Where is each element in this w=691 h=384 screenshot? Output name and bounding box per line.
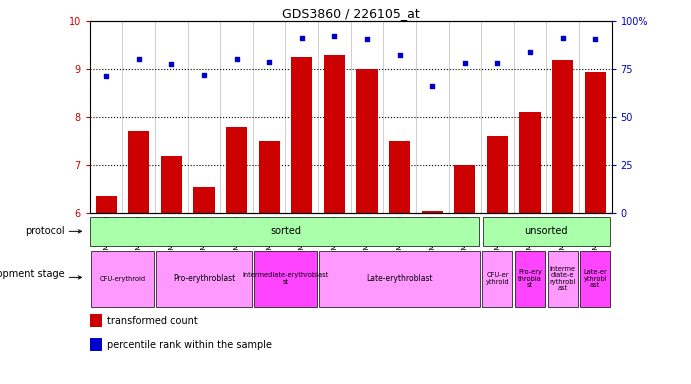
Bar [90, 338, 102, 351]
Text: Pro-erythroblast: Pro-erythroblast [173, 274, 235, 283]
Bar [324, 55, 345, 213]
Point [296, 35, 307, 41]
Text: transformed count: transformed count [107, 316, 198, 326]
Text: Pro-ery
throbla
st: Pro-ery throbla st [518, 269, 542, 288]
Bar [422, 211, 443, 213]
Bar [90, 217, 480, 246]
Point [361, 36, 372, 42]
Point [394, 51, 405, 58]
Text: CFU-erythroid: CFU-erythroid [100, 276, 146, 281]
Bar [156, 251, 252, 306]
Point [101, 73, 112, 79]
Bar [128, 131, 149, 213]
Text: Intermediate-erythroblast
st: Intermediate-erythroblast st [243, 272, 329, 285]
Point [557, 35, 568, 41]
Text: CFU-er
ythroid: CFU-er ythroid [486, 272, 509, 285]
Point [166, 61, 177, 68]
Bar [389, 141, 410, 213]
Text: sorted: sorted [270, 226, 301, 236]
Text: development stage: development stage [0, 269, 65, 279]
Point [198, 72, 209, 78]
Bar [319, 251, 480, 306]
Text: protocol: protocol [25, 226, 65, 236]
Bar [95, 196, 117, 213]
Bar [548, 251, 578, 306]
Bar [291, 57, 312, 213]
Bar [483, 217, 610, 246]
Bar [258, 141, 280, 213]
Point [329, 33, 340, 40]
Bar [482, 251, 513, 306]
Point [492, 60, 503, 66]
Point [460, 60, 471, 66]
Title: GDS3860 / 226105_at: GDS3860 / 226105_at [282, 7, 419, 20]
Bar [580, 251, 610, 306]
Bar [515, 251, 545, 306]
Bar [552, 60, 574, 213]
Text: percentile rank within the sample: percentile rank within the sample [107, 340, 272, 350]
Bar [585, 71, 606, 213]
Bar [161, 156, 182, 213]
Point [231, 55, 242, 61]
Point [133, 55, 144, 61]
Text: Late-er
ythrobl
ast: Late-er ythrobl ast [583, 269, 607, 288]
Bar [254, 251, 316, 306]
Bar [193, 187, 214, 213]
Point [426, 83, 437, 89]
Bar [520, 113, 540, 213]
Text: Interme
diate-e
rythrobl
ast: Interme diate-e rythrobl ast [549, 266, 576, 291]
Point [264, 59, 275, 65]
Bar [454, 165, 475, 213]
Text: unsorted: unsorted [524, 226, 568, 236]
Point [524, 49, 536, 55]
Text: Late-erythroblast: Late-erythroblast [366, 274, 433, 283]
Bar [487, 136, 508, 213]
Bar [357, 69, 377, 213]
Bar [226, 127, 247, 213]
Bar [91, 251, 153, 306]
Bar [90, 314, 102, 327]
Point [589, 36, 600, 42]
